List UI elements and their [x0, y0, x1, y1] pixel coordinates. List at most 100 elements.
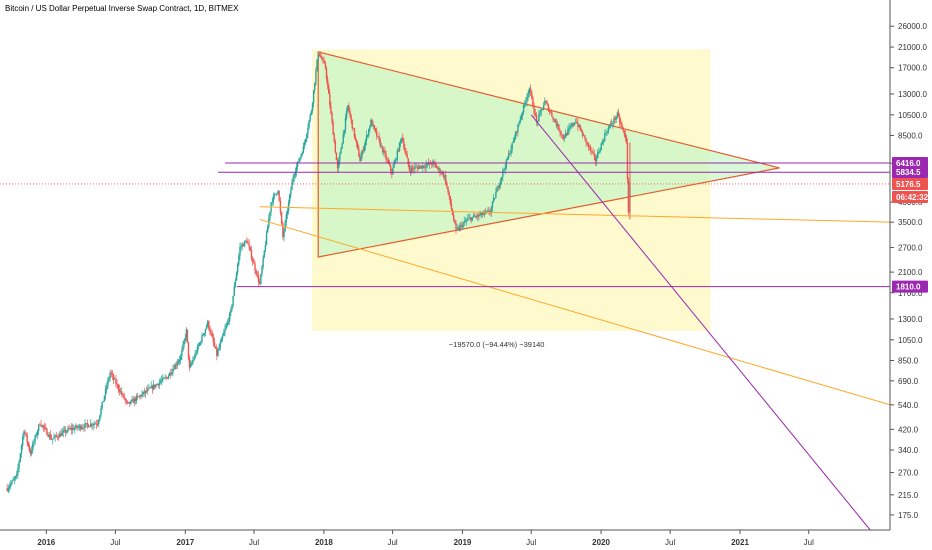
- candle: [162, 377, 164, 381]
- candle: [25, 433, 27, 436]
- candle: [24, 431, 26, 434]
- candle: [118, 389, 121, 392]
- candle: [614, 118, 616, 120]
- candle: [62, 430, 64, 433]
- candle: [139, 395, 141, 397]
- candle: [32, 443, 34, 451]
- candle: [108, 378, 110, 381]
- candle: [605, 132, 607, 134]
- candle: [302, 146, 305, 154]
- candle: [54, 435, 56, 438]
- candle: [103, 395, 106, 401]
- candle: [341, 143, 343, 149]
- candle: [72, 427, 75, 430]
- candle: [548, 110, 551, 112]
- candle: [558, 124, 560, 131]
- candle: [204, 329, 207, 334]
- candle: [576, 122, 578, 124]
- candle: [132, 399, 134, 403]
- candle: [395, 159, 397, 160]
- candle: [205, 326, 208, 330]
- candle: [276, 193, 278, 195]
- candle: [560, 132, 562, 135]
- candle: [50, 438, 53, 440]
- candle: [424, 167, 426, 168]
- candle: [416, 166, 418, 168]
- candle: [289, 194, 291, 203]
- candle: [448, 192, 450, 197]
- candle: [20, 445, 23, 454]
- measure-annotation: −19570.0 (−94.44%) −39140: [449, 340, 545, 349]
- candle: [189, 364, 192, 368]
- candle: [478, 214, 480, 216]
- candle: [12, 479, 14, 481]
- trendline-orange[interactable]: [259, 218, 891, 406]
- candle: [187, 341, 190, 358]
- candle: [613, 118, 615, 124]
- candle: [126, 401, 129, 403]
- candle: [39, 424, 41, 426]
- candle: [99, 415, 101, 420]
- candle: [486, 210, 488, 212]
- candle: [581, 131, 584, 136]
- candle: [242, 244, 245, 247]
- candle: [525, 101, 527, 104]
- candle: [76, 425, 78, 428]
- candle: [239, 246, 241, 256]
- x-tick-label: Jul: [249, 538, 259, 547]
- candle: [417, 167, 419, 169]
- candle: [136, 396, 139, 398]
- candle: [368, 129, 370, 136]
- candle: [307, 127, 309, 134]
- candle: [539, 111, 541, 115]
- candle: [350, 115, 352, 120]
- candle: [528, 88, 530, 94]
- level-tag-label: 6416.0: [896, 159, 921, 168]
- candle: [626, 142, 629, 180]
- candle: [231, 305, 233, 310]
- candle: [86, 423, 89, 425]
- trendline-orange[interactable]: [259, 206, 891, 223]
- candle: [173, 369, 175, 370]
- candle: [185, 329, 188, 338]
- candle: [465, 220, 468, 222]
- candle: [545, 100, 547, 103]
- candle: [256, 274, 259, 276]
- candle: [16, 474, 18, 477]
- candle: [182, 344, 184, 351]
- candle: [511, 142, 513, 150]
- candle: [514, 131, 517, 139]
- candle: [456, 228, 458, 230]
- candle: [101, 402, 103, 409]
- candle: [299, 157, 301, 162]
- candle: [379, 139, 381, 147]
- candle: [232, 296, 234, 306]
- candle: [401, 138, 403, 140]
- candle: [244, 240, 247, 242]
- time-axis[interactable]: [0, 530, 932, 550]
- candle: [310, 111, 313, 115]
- candle: [134, 398, 137, 402]
- candle: [282, 223, 284, 238]
- candle: [154, 384, 156, 388]
- candle: [443, 175, 446, 177]
- trendline-purple[interactable]: [530, 114, 871, 531]
- chart-title: Bitcoin / US Dollar Perpetual Inverse Sw…: [5, 4, 239, 13]
- candle: [389, 165, 392, 171]
- candle: [450, 203, 453, 210]
- candle: [566, 133, 568, 136]
- candle: [40, 424, 42, 427]
- candle: [620, 122, 622, 125]
- price-axis[interactable]: [890, 0, 932, 530]
- candle: [234, 280, 237, 287]
- y-tick-label: 2100.0: [898, 268, 923, 277]
- candle: [70, 428, 73, 430]
- candle: [255, 270, 257, 275]
- candle: [335, 152, 338, 161]
- candle: [538, 114, 540, 122]
- candle: [577, 123, 579, 127]
- bar-countdown-tag: [892, 190, 928, 203]
- y-tick-label: 850.0: [898, 356, 919, 365]
- candle: [105, 386, 108, 389]
